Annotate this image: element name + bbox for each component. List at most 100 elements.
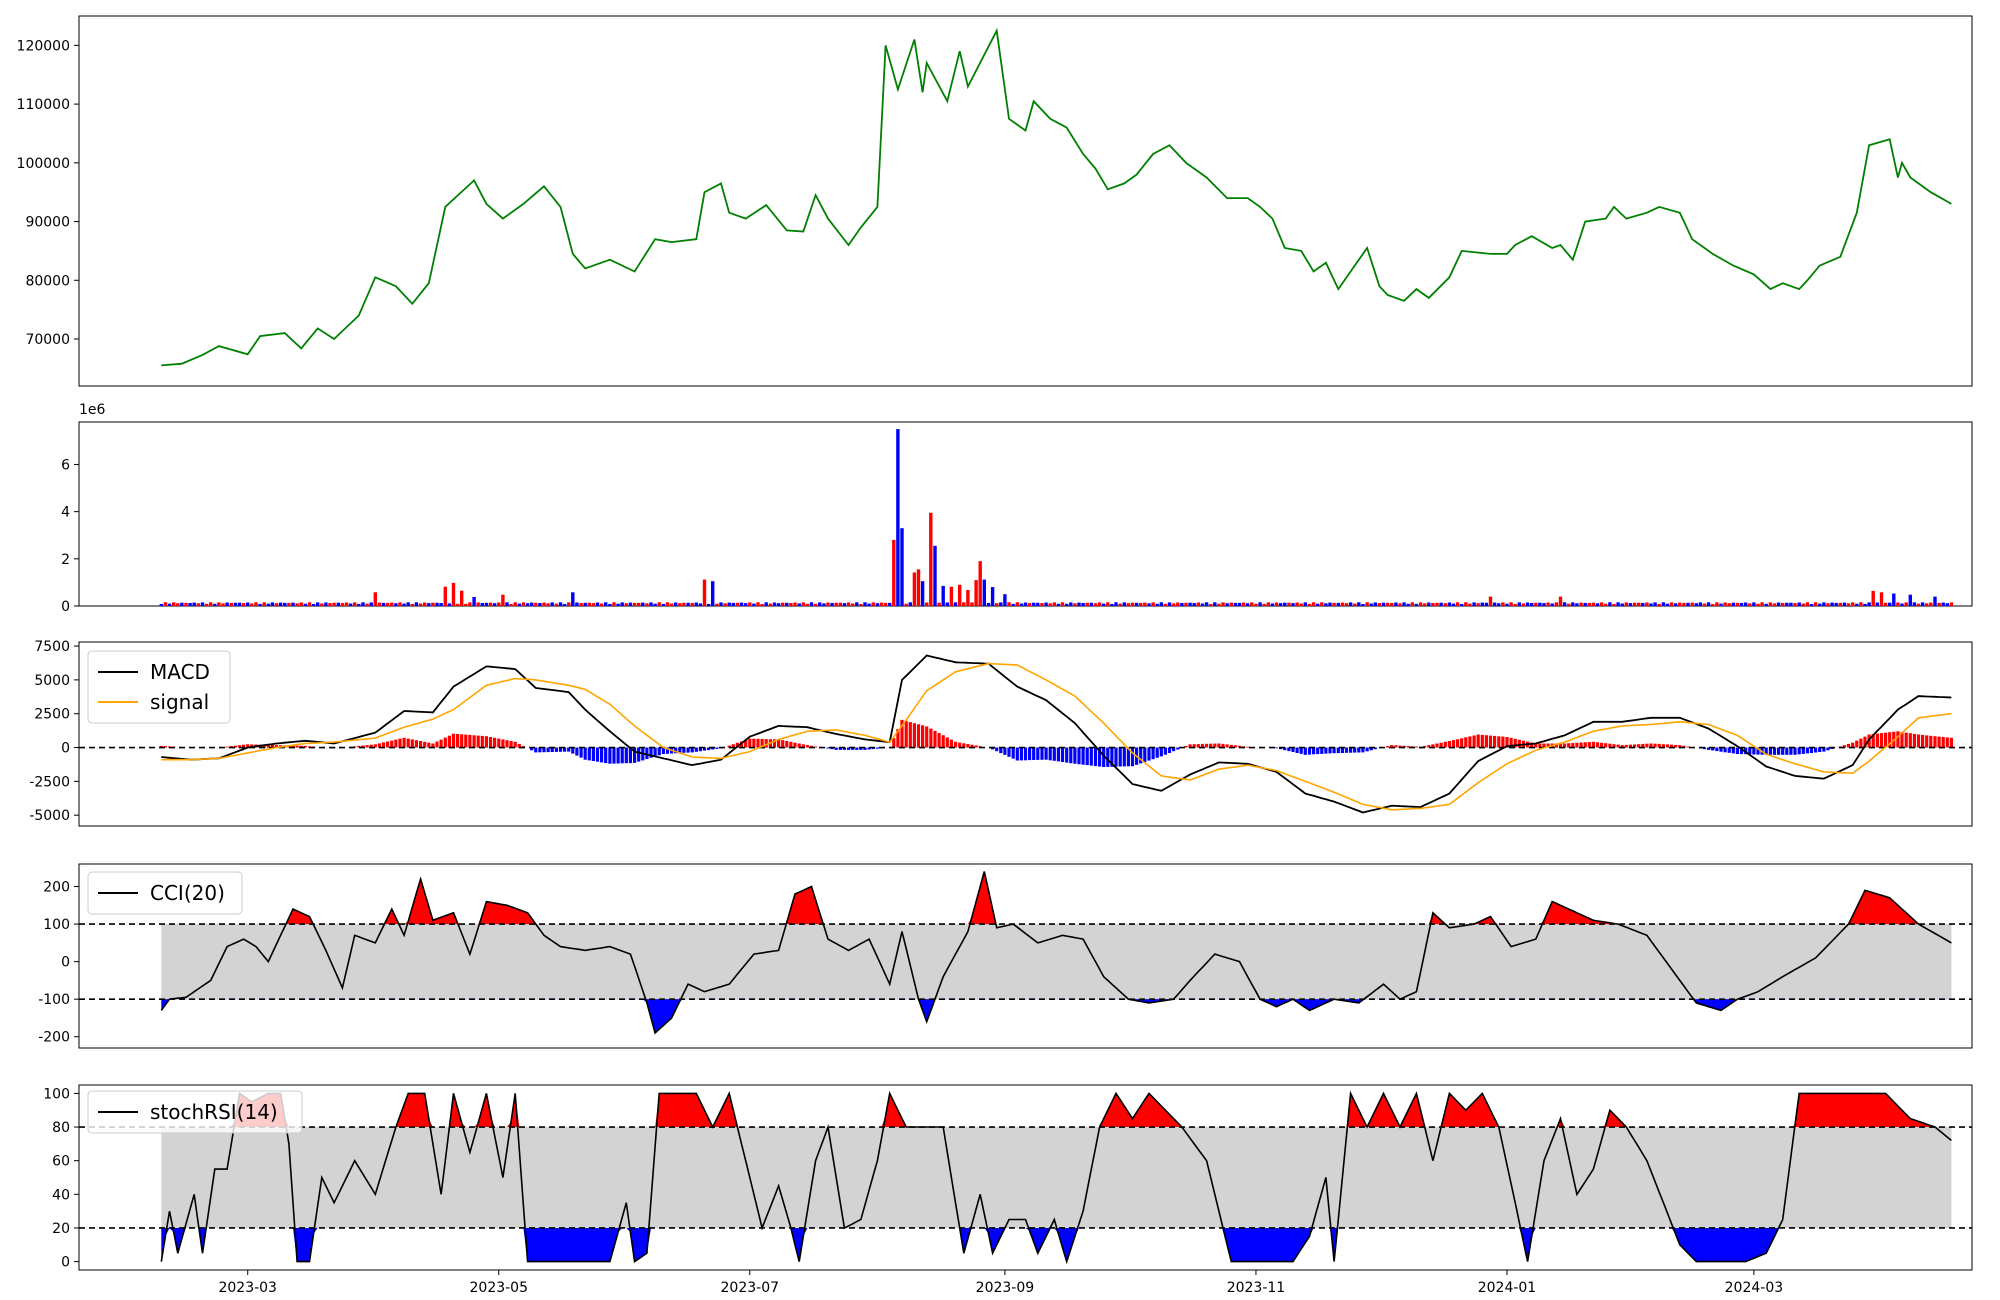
- volume-bar: [1196, 602, 1200, 606]
- volume-bar: [1472, 602, 1476, 606]
- macd-histogram-bar: [1093, 747, 1098, 767]
- macd-histogram-bar: [1702, 747, 1707, 750]
- macd-histogram-bar: [1283, 747, 1287, 751]
- volume-bar: [1287, 602, 1291, 606]
- indicator-line: [160, 871, 1952, 1035]
- volume-bar: [1801, 603, 1805, 606]
- macd-histogram-bar: [1344, 747, 1349, 753]
- volume-bar: [431, 602, 435, 606]
- volume-bar: [1871, 590, 1875, 606]
- volume-bar: [1558, 596, 1563, 606]
- macd-histogram-bar: [1085, 747, 1089, 766]
- volume-bar: [818, 602, 822, 606]
- volume-bar: [1398, 603, 1402, 606]
- macd-histogram-bar: [476, 735, 480, 748]
- macd-histogram-bar: [1530, 742, 1534, 748]
- y-tick-label: 100: [43, 1086, 70, 1102]
- macd-histogram-bar: [1200, 743, 1205, 748]
- volume-bar: [1834, 602, 1838, 606]
- volume-bar: [410, 604, 414, 606]
- volume-bar: [715, 603, 719, 606]
- macd-histogram-bar: [163, 746, 167, 748]
- volume-bar: [1480, 602, 1484, 606]
- macd-histogram-bar: [661, 747, 665, 754]
- macd-histogram-bar: [1756, 747, 1760, 755]
- volume-bar: [1246, 603, 1250, 606]
- volume-bar: [1435, 602, 1439, 606]
- macd-histogram-bar: [1340, 747, 1344, 753]
- macd-histogram-bar: [674, 747, 678, 754]
- volume-bar: [423, 602, 427, 606]
- macd-histogram-bar: [1077, 747, 1081, 765]
- volume-bar: [1266, 602, 1270, 606]
- volume-bar: [1402, 602, 1406, 606]
- volume-bar: [1838, 602, 1842, 606]
- volume-bar: [735, 602, 740, 606]
- volume-bar: [1357, 602, 1361, 606]
- macd-histogram-bar: [1818, 747, 1822, 752]
- volume-bar: [176, 603, 180, 606]
- macd-histogram-bar: [1822, 747, 1826, 752]
- macd-histogram-bar: [665, 747, 670, 754]
- y-tick-label: 0: [61, 599, 70, 615]
- macd-histogram-bar: [756, 738, 760, 748]
- volume-bar: [1883, 602, 1888, 606]
- macd-histogram-bar: [1032, 747, 1036, 760]
- volume-bar: [1595, 603, 1600, 606]
- volume-bar: [1065, 603, 1069, 606]
- macd-histogram-bar: [1505, 737, 1509, 748]
- signal-line: [161, 662, 1952, 811]
- volume-bar: [1451, 603, 1456, 606]
- macd-histogram-bar: [423, 741, 427, 748]
- volume-bar: [270, 602, 275, 606]
- macd-histogram-bar: [921, 725, 925, 748]
- volume-bar: [1748, 603, 1752, 606]
- macd-histogram-bar: [1007, 747, 1011, 757]
- macd-histogram-bar: [1731, 747, 1735, 754]
- volume-bar: [1542, 603, 1546, 606]
- macd-histogram-bar: [1921, 734, 1925, 748]
- volume-bar: [1007, 602, 1011, 606]
- macd-histogram-bar: [361, 745, 365, 748]
- volume-bar: [822, 603, 826, 606]
- volume-bar: [982, 579, 986, 606]
- y-tick-label: 200: [43, 880, 70, 896]
- macd-histogram-bar: [995, 747, 999, 752]
- macd-histogram-bar: [1752, 747, 1756, 755]
- macd-histogram-bar: [447, 735, 451, 748]
- macd-histogram-bar: [468, 734, 472, 748]
- volume-bar: [583, 602, 587, 606]
- volume-bar: [879, 602, 884, 606]
- macd-histogram-bar: [1517, 739, 1521, 748]
- volume-bar: [1575, 603, 1579, 606]
- y-tick-label: -100: [38, 992, 70, 1008]
- macd-histogram-bar: [727, 745, 731, 748]
- volume-bar: [1056, 603, 1061, 606]
- volume-bar: [706, 603, 711, 606]
- volume-bar: [492, 603, 497, 606]
- volume-bar: [1171, 603, 1176, 606]
- macd-histogram-bar: [797, 743, 801, 748]
- volume-bar: [1106, 602, 1110, 606]
- macd-histogram-bar: [600, 747, 604, 763]
- volume-bar: [1118, 603, 1122, 606]
- overbought-fill: [161, 871, 1952, 925]
- macd-histogram-bar: [246, 744, 250, 748]
- volume-bar: [1550, 603, 1554, 606]
- macd-histogram-bar: [896, 729, 900, 748]
- macd-histogram-bar: [1011, 747, 1015, 759]
- volume-bar: [484, 602, 489, 606]
- volume-bar: [1365, 602, 1369, 606]
- oversold-fill: [161, 1227, 1952, 1262]
- macd-histogram-bar: [916, 724, 921, 748]
- volume-bar: [373, 592, 377, 606]
- macd-histogram-bar: [1439, 742, 1443, 748]
- volume-bar: [283, 602, 287, 606]
- macd-histogram-bar: [842, 747, 846, 750]
- volume-bar: [1225, 603, 1229, 606]
- volume-bar: [628, 602, 633, 606]
- macd-histogram-bar: [484, 736, 488, 748]
- volume-bar: [509, 604, 513, 606]
- volume-bar: [1385, 602, 1390, 606]
- volume-bar: [1846, 603, 1851, 606]
